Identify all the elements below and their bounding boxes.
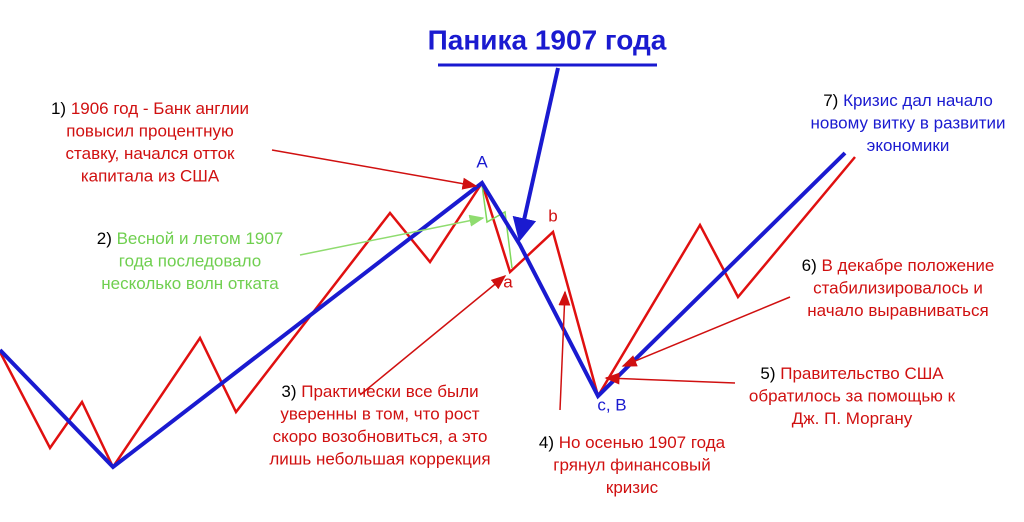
annotation-line: начало выравниваться: [807, 301, 988, 320]
annotation-text: скоро возобновиться, а это: [273, 427, 488, 446]
arrow-6: [621, 296, 791, 367]
title-arrow: [512, 67, 560, 242]
pullback-lines: [481, 184, 513, 269]
trend-line: [0, 151, 847, 470]
annotation-text: Кризис дал начало: [843, 91, 993, 110]
title: Паника 1907 года: [428, 24, 667, 55]
annotation-text: грянул финансовый: [553, 456, 710, 475]
annotation-line: кризис: [606, 478, 659, 497]
annotation-line: грянул финансовый: [553, 456, 710, 475]
annotation-text: Но осенью 1907 года: [559, 433, 726, 452]
annotation-line: 4) Но осенью 1907 года: [539, 433, 726, 452]
annotation-text: 1906 год - Банк англии: [71, 99, 249, 118]
annotation-number: 2): [97, 229, 112, 248]
annotation-text: экономики: [867, 136, 950, 155]
annotation-text: Правительство США: [780, 364, 944, 383]
annotation-text: года последовало: [119, 252, 261, 271]
annotation-line: года последовало: [119, 252, 261, 271]
arrow-2: [299, 214, 485, 256]
annotation-text: капитала из США: [81, 167, 220, 186]
annotation-line: несколько волн отката: [101, 274, 279, 293]
annotation-line: скоро возобновиться, а это: [273, 427, 488, 446]
annotation-text: В декабре положение: [821, 256, 994, 275]
annotation-line: 5) Правительство США: [760, 364, 944, 383]
annotation-line: обратилось за помощью к: [749, 387, 956, 406]
annotation-text: несколько волн отката: [101, 274, 279, 293]
annotation-line: 1) 1906 год - Банк англии: [51, 99, 249, 118]
annotation-text: Весной и летом 1907: [117, 229, 284, 248]
annotation-line: 3) Практически все были: [281, 382, 478, 401]
wave-label: c, B: [597, 395, 626, 414]
annotation-line: капитала из США: [81, 167, 220, 186]
annotation-line: стабилизировалось и: [813, 279, 983, 298]
annotation-text: Практически все были: [301, 382, 478, 401]
arrow-1: [271, 149, 478, 190]
annotation-line: уверенны в том, что рост: [280, 405, 479, 424]
annotation-number: 4): [539, 433, 554, 452]
annotation-line: 6) В декабре положение: [802, 256, 995, 275]
annotation-text: кризис: [606, 478, 659, 497]
annotation-text: обратилось за помощью к: [749, 387, 956, 406]
annotation-line: 7) Кризис дал начало: [823, 91, 993, 110]
annotation-number: 1): [51, 99, 66, 118]
annotation-text: уверенны в том, что рост: [280, 405, 479, 424]
annotation-text: лишь небольшая коррекция: [269, 450, 490, 469]
annotation-text: стабилизировалось и: [813, 279, 983, 298]
annotation-line: лишь небольшая коррекция: [269, 450, 490, 469]
annotation-number: 6): [802, 256, 817, 275]
arrow-5: [604, 372, 736, 385]
annotation-line: повысил процентную: [66, 122, 234, 141]
arrow-3: [359, 275, 507, 396]
price-zigzag: [0, 156, 856, 470]
annotation-text: Дж. П. Моргану: [792, 409, 913, 428]
annotation-number: 7): [823, 91, 838, 110]
wave-label: A: [476, 152, 488, 171]
annotation-text: ставку, начался отток: [66, 144, 236, 163]
annotation-number: 5): [760, 364, 775, 383]
annotation-text: новому витку в развитии: [811, 114, 1006, 133]
wave-label: b: [548, 206, 557, 225]
annotation-line: новому витку в развитии: [811, 114, 1006, 133]
annotation-number: 3): [281, 382, 296, 401]
annotation-line: ставку, начался отток: [66, 144, 236, 163]
annotation-text: начало выравниваться: [807, 301, 988, 320]
arrow-4: [558, 290, 571, 411]
wave-label: a: [503, 272, 513, 291]
annotation-text: повысил процентную: [66, 122, 234, 141]
annotation-line: Дж. П. Моргану: [792, 409, 913, 428]
annotation-line: 2) Весной и летом 1907: [97, 229, 284, 248]
annotation-line: экономики: [867, 136, 950, 155]
